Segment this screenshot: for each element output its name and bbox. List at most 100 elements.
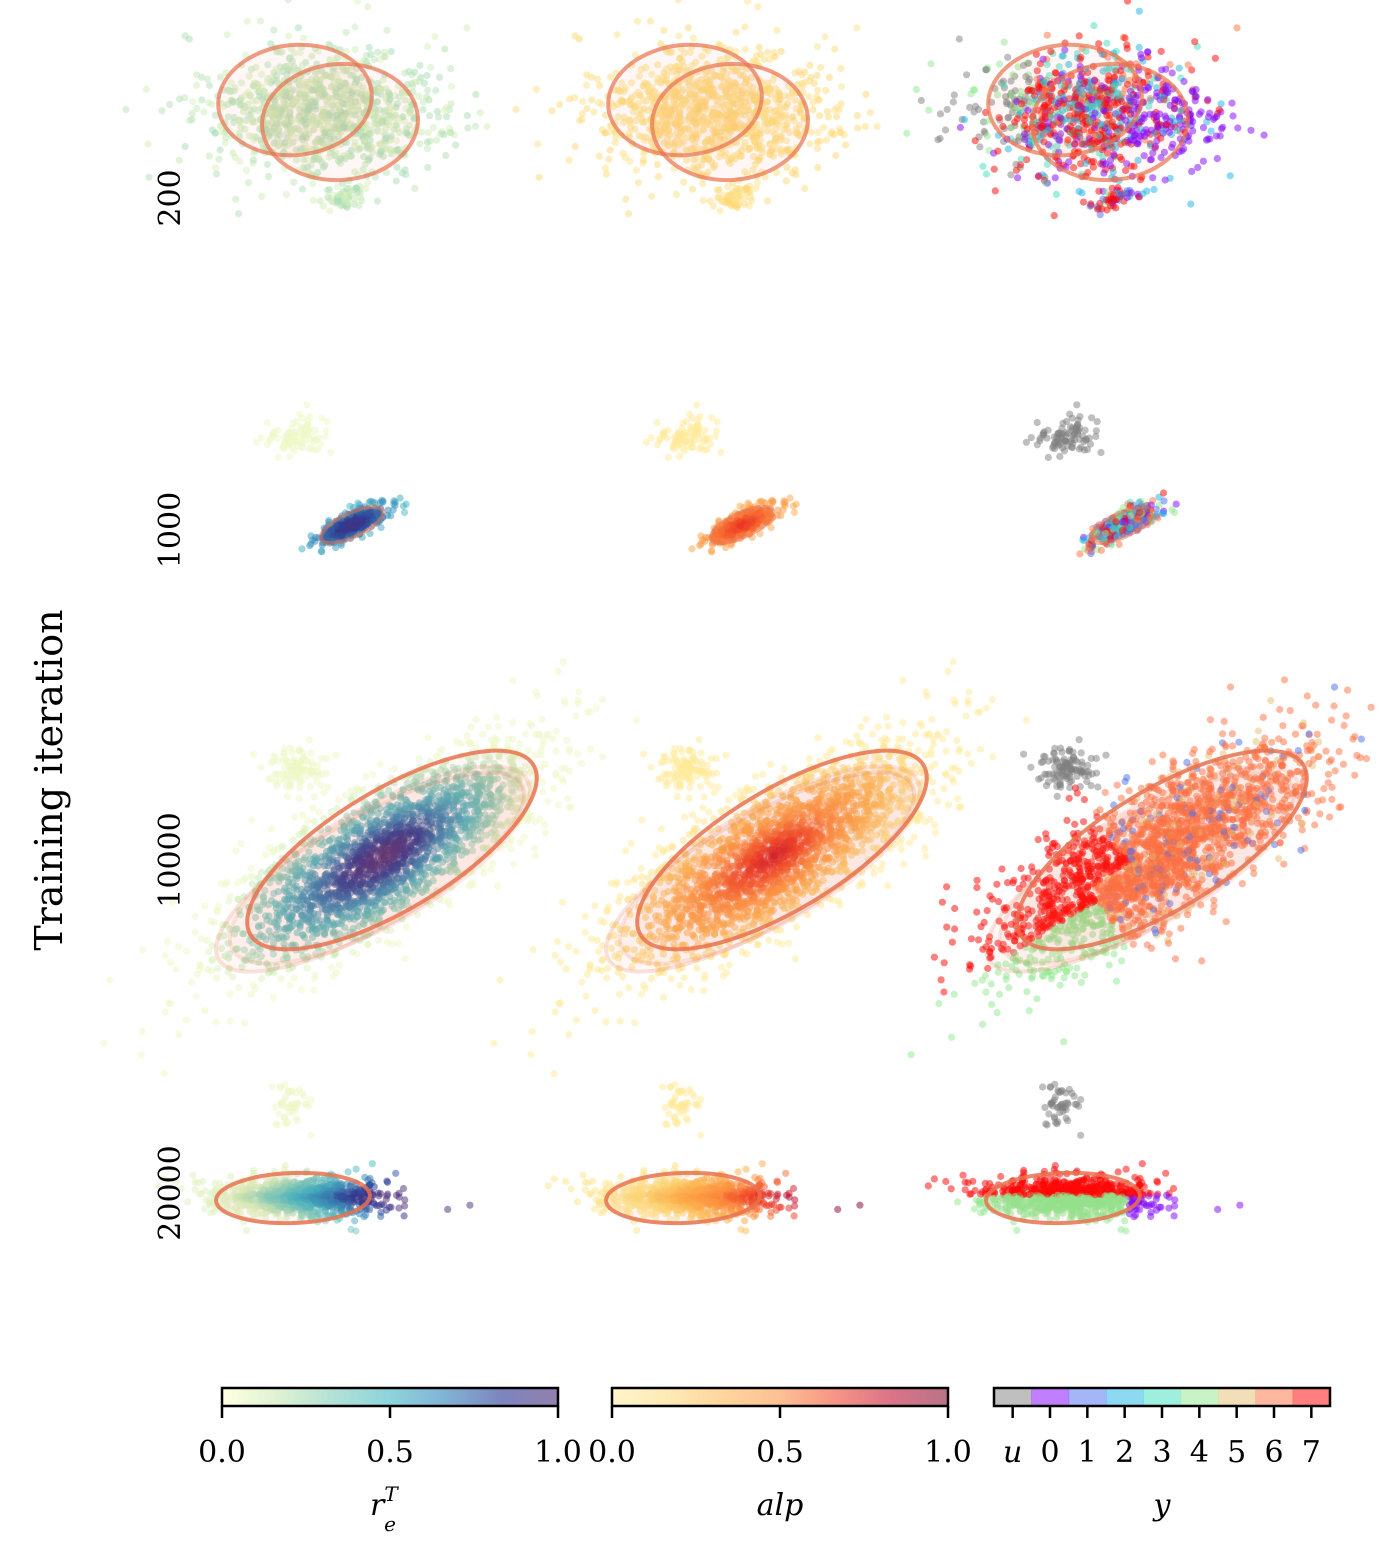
scatter-point <box>1075 32 1083 40</box>
scatter-point <box>1188 167 1196 175</box>
scatter-point <box>1191 38 1199 46</box>
scatter-point <box>831 45 839 53</box>
scatter-point <box>1093 418 1101 426</box>
scatter-point <box>741 45 749 54</box>
scatter-point <box>283 792 291 801</box>
scatter-point <box>249 118 257 126</box>
scatter-point <box>1226 172 1234 180</box>
scatter-point <box>211 129 219 137</box>
scatter-point <box>760 55 768 64</box>
scatter-point <box>203 75 212 83</box>
scatter-point <box>411 184 419 192</box>
scatter-point <box>463 24 471 32</box>
scatter-point <box>1158 66 1166 74</box>
scatter-point <box>288 748 296 756</box>
scatter-point <box>335 191 343 199</box>
scatter-point <box>294 24 302 32</box>
scatter-point <box>441 45 449 53</box>
scatter-point <box>326 207 334 215</box>
scatter-point <box>790 508 799 517</box>
scatter-point <box>805 92 813 101</box>
scatter-point <box>1160 497 1168 505</box>
scatter-point <box>825 73 834 81</box>
scatter-point <box>1127 189 1135 197</box>
scatter-point <box>950 91 958 99</box>
scatter-point <box>193 104 201 113</box>
scatter-point <box>622 195 630 203</box>
scatter-point <box>417 73 425 81</box>
scatter-point <box>313 445 321 453</box>
scatter-point <box>732 198 741 207</box>
scatter-point <box>236 157 244 165</box>
scatter-point <box>323 418 331 426</box>
scatter-point <box>1050 212 1058 220</box>
scatter-point <box>653 160 662 169</box>
scatter-point <box>447 83 455 91</box>
scatter-point <box>1217 125 1226 133</box>
scatter-point <box>548 107 556 115</box>
scatter-point <box>678 424 686 432</box>
scatter-point <box>263 418 271 427</box>
scatter-point <box>309 180 317 188</box>
scatter-point <box>821 33 829 41</box>
scatter-point <box>816 112 824 120</box>
scatter-point <box>596 81 604 90</box>
scatter-point <box>432 136 441 144</box>
scatter-point <box>1143 187 1151 195</box>
scatter-point <box>842 141 850 149</box>
scatter-point <box>814 86 822 94</box>
scatter-point <box>216 146 224 154</box>
scatter-point <box>854 124 862 132</box>
scatter-point <box>571 142 579 151</box>
scatter-point <box>1154 514 1162 522</box>
scatter-point <box>971 137 979 145</box>
scatter-point <box>280 439 289 447</box>
scatter-point <box>314 768 322 776</box>
scatter-point <box>351 45 359 54</box>
scatter-point <box>792 500 800 508</box>
scatter-point <box>903 129 911 137</box>
scatter-point <box>327 448 335 457</box>
scatter-point <box>440 106 449 114</box>
scatter-point <box>1103 39 1111 47</box>
scatter-point <box>442 151 450 160</box>
scatter-point <box>565 156 573 164</box>
scatter-point <box>389 506 397 514</box>
scatter-point <box>703 445 712 453</box>
scatter-point <box>813 42 822 51</box>
scatter-point <box>193 81 201 89</box>
scatter-point <box>925 106 933 114</box>
scatter-point <box>1121 189 1129 197</box>
scatter-point <box>814 163 822 172</box>
scatter-point <box>181 142 189 151</box>
scatter-point <box>322 427 330 435</box>
scatter-point <box>809 106 817 114</box>
scatter-point <box>531 844 539 853</box>
scatter-point <box>990 165 998 173</box>
scatter-point <box>1004 53 1012 61</box>
scatter-point <box>674 0 682 4</box>
scatter-point <box>258 70 266 78</box>
scatter-point <box>1042 179 1050 187</box>
panel-row200-col2 <box>512 0 881 218</box>
scatter-point <box>245 72 253 80</box>
scatter-point <box>976 143 984 151</box>
scatter-point <box>936 110 945 118</box>
scatter-point <box>452 141 460 149</box>
scatter-point <box>994 147 1002 155</box>
scatter-point <box>605 155 613 163</box>
scatter-point <box>1000 38 1008 46</box>
scatter-point <box>1027 434 1035 442</box>
scatter-point <box>244 179 253 187</box>
scatter-point <box>443 113 451 121</box>
scatter-point <box>873 122 881 131</box>
scatter-point <box>819 124 828 132</box>
scatter-point <box>393 163 401 171</box>
scatter-point <box>744 0 752 5</box>
scatter-point <box>317 547 325 555</box>
scatter-point <box>996 60 1004 68</box>
scatter-point <box>429 124 438 132</box>
scatter-point <box>303 421 312 429</box>
scatter-point <box>836 128 844 136</box>
scatter-point <box>654 172 663 181</box>
